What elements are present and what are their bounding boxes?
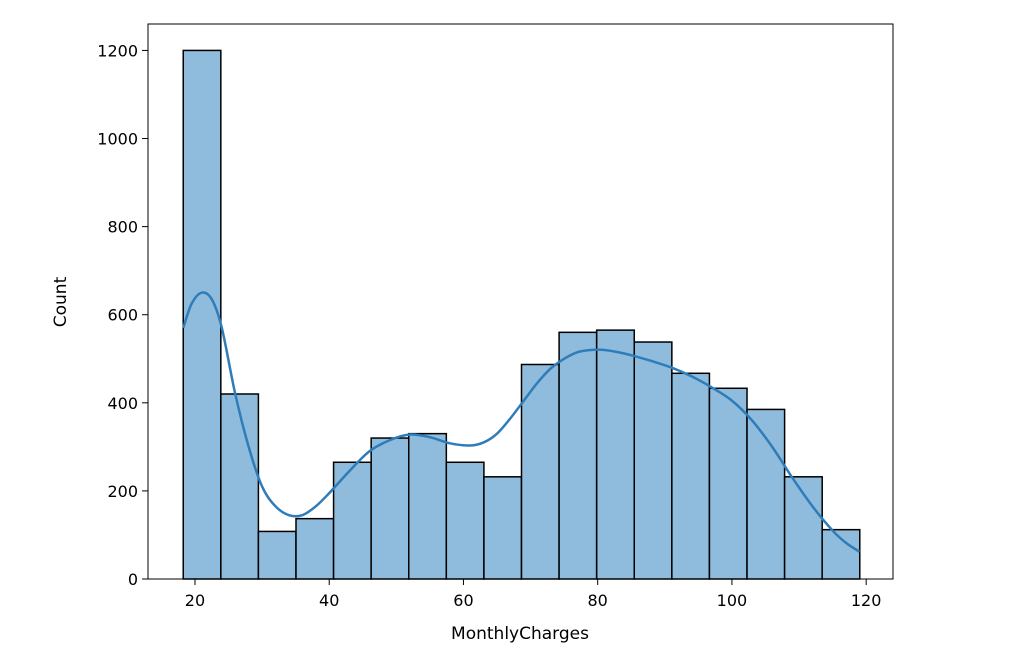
y-tick-label: 0 — [128, 570, 138, 589]
histogram-bar — [332, 461, 372, 580]
plot-frame — [147, 23, 894, 580]
y-tick-label: 200 — [107, 482, 138, 501]
histogram-bar — [708, 387, 748, 580]
histogram-bar — [595, 329, 636, 580]
x-axis: 20 40 60 80 100 120 — [185, 579, 882, 610]
histogram-bar — [558, 331, 598, 580]
x-tick-label: 20 — [185, 591, 205, 610]
y-tick-label: 400 — [107, 394, 138, 413]
kde-line — [182, 291, 861, 553]
y-tick-label: 600 — [107, 306, 138, 325]
y-axis-label: Count — [51, 276, 71, 327]
x-axis-label: MonthlyCharges — [451, 624, 589, 644]
histogram-bar — [483, 476, 523, 580]
histogram-bar — [370, 437, 410, 580]
x-tick-label: 80 — [588, 591, 608, 610]
y-tick-label: 800 — [107, 218, 138, 237]
histogram-bar — [220, 393, 260, 580]
histogram-bar — [182, 49, 222, 580]
x-tick-label: 40 — [319, 591, 339, 610]
histogram-bar — [633, 341, 673, 580]
y-tick-label: 1000 — [97, 130, 138, 149]
x-tick-label: 100 — [717, 591, 748, 610]
histogram-bar — [257, 530, 297, 580]
x-tick-label: 60 — [453, 591, 473, 610]
histogram-bar — [295, 517, 335, 580]
histogram-bar — [520, 363, 560, 580]
histogram-bar — [746, 408, 786, 580]
y-tick-label: 1200 — [97, 41, 138, 60]
histogram-bar — [445, 461, 485, 580]
x-tick-label: 120 — [851, 591, 882, 610]
histogram-bar — [408, 432, 448, 580]
bars-group — [182, 49, 861, 580]
y-axis: 0 200 400 600 800 1000 1200 — [97, 41, 148, 589]
histogram-bar — [671, 372, 711, 580]
